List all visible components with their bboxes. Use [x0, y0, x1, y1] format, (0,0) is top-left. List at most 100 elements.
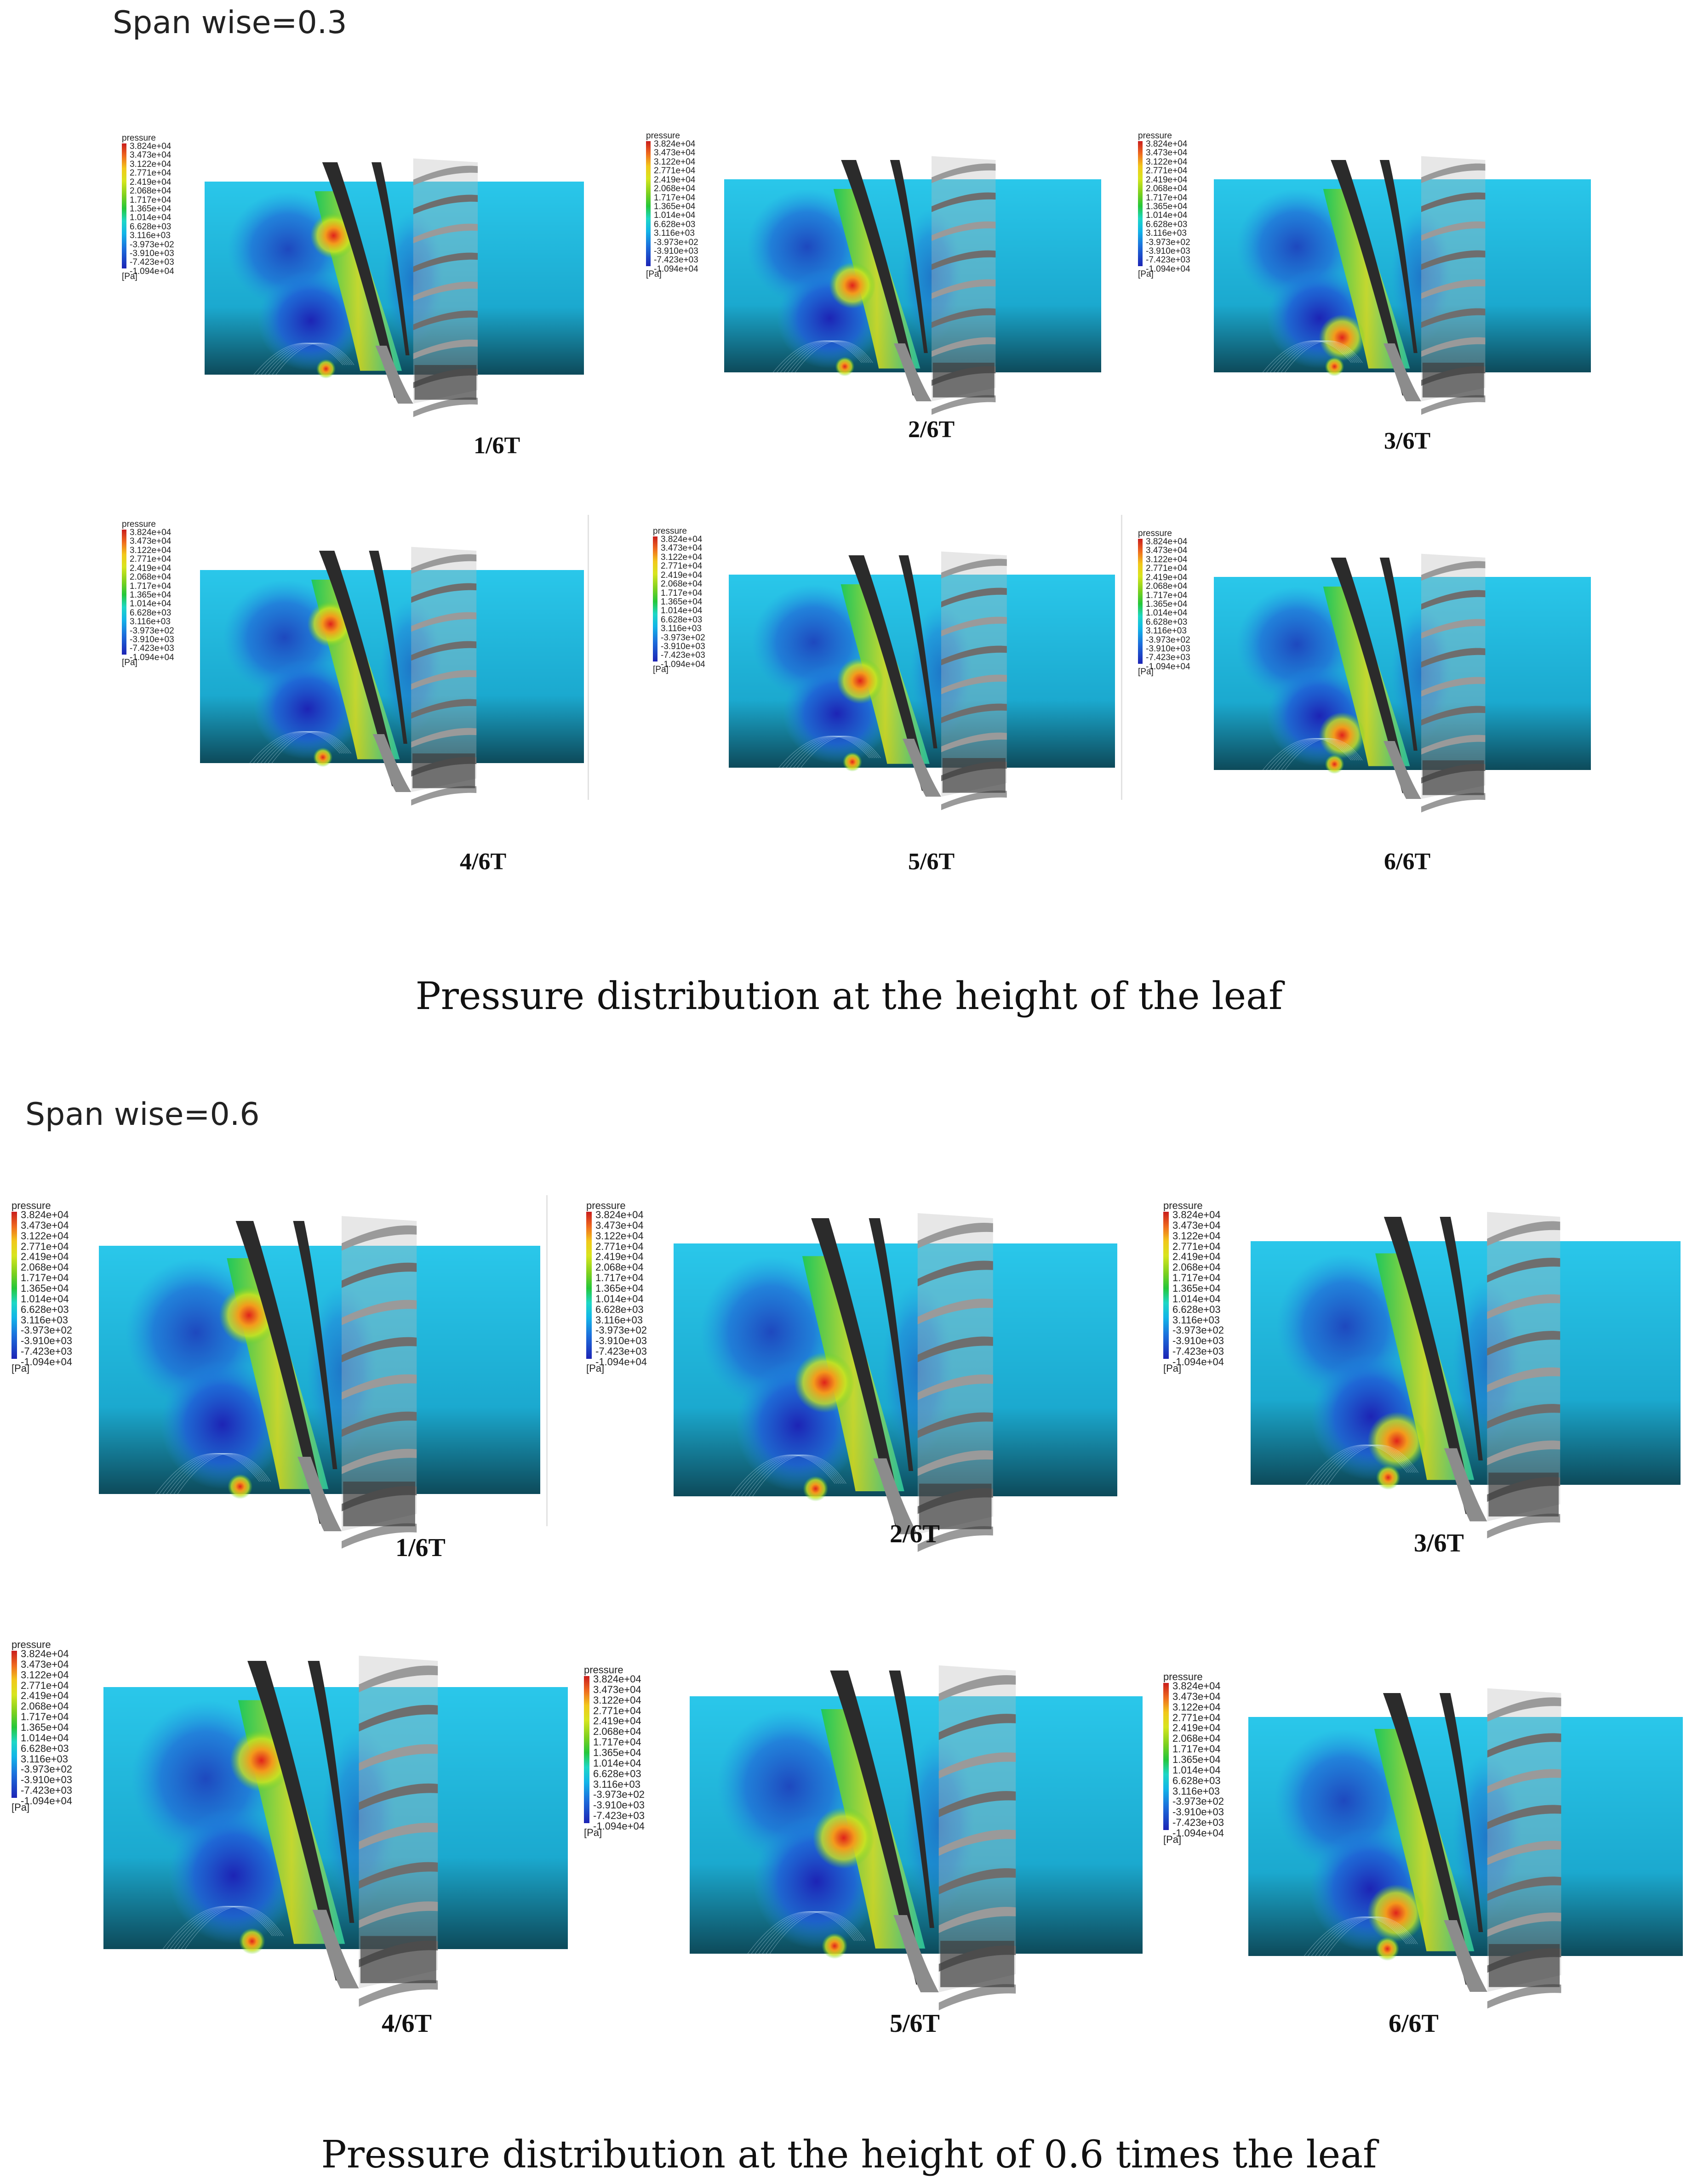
legend-value: -3.910e+03 — [593, 1799, 645, 1811]
legend-value: 2.771e+04 — [661, 561, 703, 571]
time-step-label: 5/6T — [908, 849, 955, 875]
legend-value: 6.628e+03 — [654, 219, 696, 229]
legend-colorbar — [584, 1676, 589, 1823]
legend-value: 1.014e+04 — [21, 1293, 69, 1305]
legend-value: -3.973e+02 — [593, 1789, 645, 1801]
legend-value: 1.014e+04 — [130, 213, 172, 223]
legend-value: 3.473e+04 — [593, 1683, 641, 1695]
legend-unit: [Pa] — [646, 269, 662, 279]
legend-value: 3.122e+04 — [1172, 1701, 1221, 1713]
legend-value: 6.628e+03 — [21, 1303, 69, 1315]
legend-value: -7.423e+03 — [1172, 1817, 1224, 1829]
legend-value: 1.717e+04 — [130, 195, 172, 205]
legend-unit: [Pa] — [584, 1827, 602, 1838]
time-step-label: 5/6T — [890, 2009, 940, 2038]
legend-colorbar — [653, 536, 657, 661]
legend-value: 6.628e+03 — [1172, 1303, 1221, 1315]
legend-value: -3.973e+02 — [130, 239, 174, 250]
section-label-span-0-6: Span wise=0.6 — [25, 1096, 260, 1133]
legend-value: 1.014e+04 — [654, 211, 696, 221]
legend-value: 3.116e+03 — [1172, 1314, 1220, 1326]
legend-unit: [Pa] — [586, 1363, 605, 1374]
legend-title: pressure — [653, 526, 687, 536]
legend-value: 3.473e+04 — [1146, 148, 1188, 158]
legend-value: 6.628e+03 — [130, 608, 172, 618]
legend-value: 6.628e+03 — [595, 1303, 644, 1315]
legend-value: 1.365e+04 — [654, 201, 696, 211]
legend-value: 2.419e+04 — [21, 1251, 69, 1263]
legend-colorbar — [11, 1212, 17, 1359]
legend-value: 1.014e+04 — [1172, 1293, 1221, 1305]
legend-value: -7.423e+03 — [21, 1346, 72, 1357]
legend-value: 2.068e+04 — [654, 184, 696, 194]
legend-value: 3.473e+04 — [661, 543, 703, 553]
legend-value: 2.419e+04 — [654, 175, 696, 185]
legend-value: 3.122e+04 — [1172, 1230, 1221, 1242]
pressure-contour-field — [690, 1665, 1143, 2011]
legend-value: 3.473e+04 — [130, 536, 172, 547]
legend-unit: [Pa] — [1163, 1834, 1182, 1845]
legend-value: -3.973e+02 — [654, 237, 698, 247]
legend-value: 1.717e+04 — [1172, 1272, 1221, 1284]
legend-value: 2.419e+04 — [595, 1251, 644, 1263]
legend-value: 6.628e+03 — [1146, 617, 1188, 627]
legend-value: 1.014e+04 — [1146, 608, 1188, 618]
legend-value: 2.771e+04 — [1146, 166, 1188, 176]
legend-unit: [Pa] — [11, 1363, 30, 1374]
legend-colorbar — [122, 530, 126, 655]
legend-value: 3.473e+04 — [1172, 1219, 1221, 1231]
legend-value: 1.014e+04 — [661, 606, 703, 616]
legend-title: pressure — [11, 1639, 51, 1650]
legend-unit: [Pa] — [1138, 667, 1154, 677]
legend-value: 2.771e+04 — [21, 1679, 69, 1691]
pressure-contour-field — [729, 551, 1115, 810]
legend-value: -3.973e+02 — [21, 1763, 72, 1775]
legend-value: 3.122e+04 — [654, 157, 696, 167]
legend-value: 3.116e+03 — [593, 1778, 640, 1790]
legend-value: 1.717e+04 — [21, 1272, 69, 1284]
legend-unit: [Pa] — [11, 1802, 30, 1813]
legend-value: 1.717e+04 — [661, 588, 703, 598]
legend-value: -1.094e+04 — [661, 659, 705, 669]
legend-value: 3.473e+04 — [130, 150, 172, 160]
legend-value: -3.910e+03 — [1172, 1806, 1224, 1818]
stator-vanes — [411, 547, 477, 806]
legend-value: -1.094e+04 — [595, 1356, 647, 1368]
legend-value: 6.628e+03 — [593, 1768, 641, 1779]
legend-title: pressure — [1138, 529, 1172, 538]
stator-vanes — [1421, 156, 1486, 415]
legend-value: 3.473e+04 — [595, 1219, 644, 1231]
legend-value: -3.910e+03 — [130, 249, 174, 259]
stator-vanes — [342, 1216, 417, 1549]
legend-colorbar — [1138, 539, 1143, 664]
legend-value: 3.473e+04 — [21, 1658, 69, 1670]
pressure-contour-field — [200, 547, 584, 806]
legend-value: 3.122e+04 — [593, 1694, 641, 1706]
legend-value: 2.068e+04 — [593, 1726, 641, 1738]
pressure-contour-field — [674, 1213, 1117, 1552]
legend-value: 2.419e+04 — [1146, 175, 1188, 185]
legend-value: 2.419e+04 — [1146, 572, 1188, 582]
legend-value: 3.824e+04 — [661, 535, 703, 544]
legend-title: pressure — [11, 1200, 51, 1211]
legend-value: 1.365e+04 — [21, 1283, 69, 1294]
legend-value: -1.094e+04 — [654, 264, 698, 274]
legend-colorbar — [11, 1651, 17, 1798]
legend-value: 2.419e+04 — [130, 177, 172, 187]
panel-divider — [588, 515, 589, 800]
legend-value: 2.419e+04 — [661, 570, 703, 580]
legend-value: 3.473e+04 — [1172, 1690, 1221, 1702]
time-step-label: 2/6T — [890, 1520, 940, 1548]
legend-value: -7.423e+03 — [661, 650, 705, 661]
legend-title: pressure — [1163, 1200, 1203, 1211]
legend-value: 1.717e+04 — [654, 193, 696, 203]
legend-colorbar — [122, 143, 126, 268]
legend-value: 3.116e+03 — [130, 231, 171, 241]
stator-vanes — [932, 156, 996, 415]
legend-value: 3.824e+04 — [1172, 1209, 1221, 1220]
legend-value: 2.771e+04 — [1172, 1711, 1221, 1723]
legend-value: -7.423e+03 — [130, 644, 174, 654]
legend-value: 1.365e+04 — [130, 204, 172, 214]
legend-value: 3.116e+03 — [1172, 1785, 1220, 1797]
section-caption-span-0-6: Pressure distribution at the height of 0… — [321, 2133, 1377, 2177]
